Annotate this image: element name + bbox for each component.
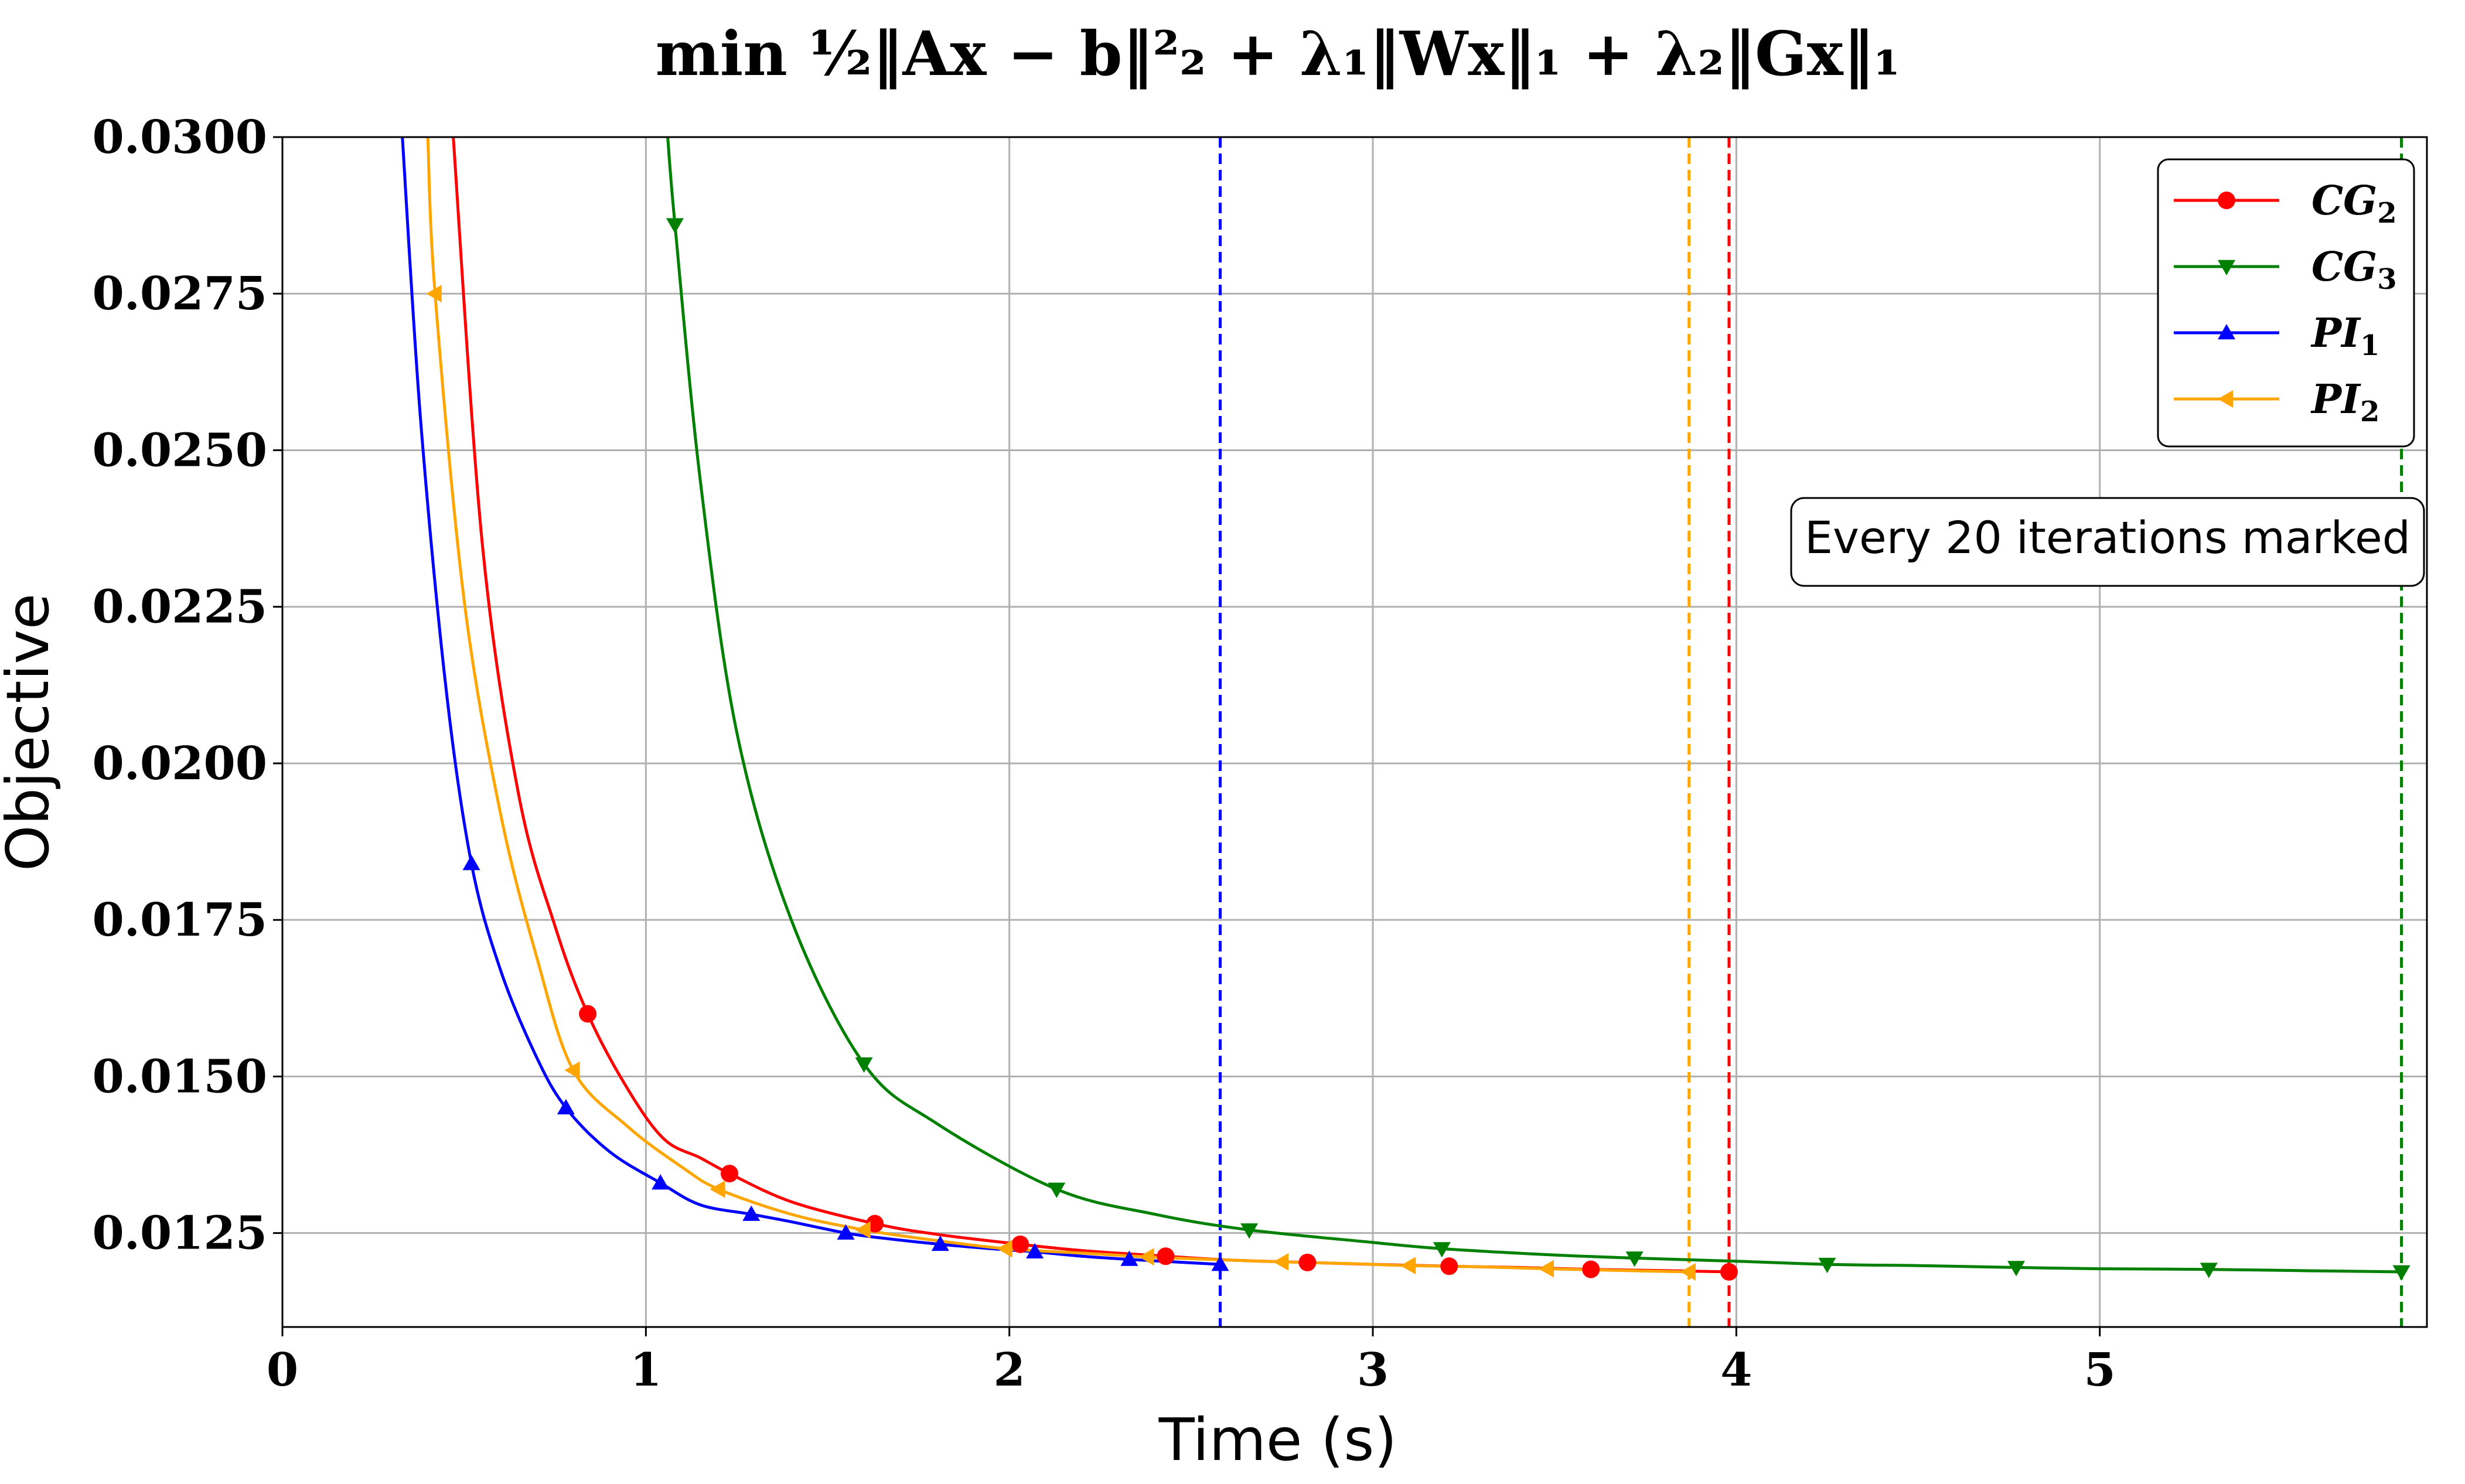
data-point-pi1: [931, 1235, 949, 1251]
x-tick-label: 0: [267, 1343, 298, 1397]
data-point-pi1: [462, 854, 480, 871]
x-tick-label: 5: [2084, 1343, 2116, 1397]
y-tick-label: 0.0300: [92, 111, 267, 164]
data-point-cg3: [855, 1057, 873, 1073]
y-tick-label: 0.0150: [92, 1050, 267, 1103]
data-point-cg2: [1011, 1235, 1029, 1253]
legend-entry-label: PI2: [2310, 376, 2379, 428]
chart-title: min ½‖Ax − b‖²₂ + λ₁‖Wx‖₁ + λ₂‖Gx‖₁: [656, 18, 1901, 90]
data-point-pi1: [1120, 1250, 1138, 1266]
x-axis-label: Time (s): [1158, 1405, 1397, 1474]
data-point-pi1: [742, 1205, 761, 1221]
data-point-pi2: [1680, 1263, 1696, 1281]
data-point-pi2: [855, 1221, 871, 1239]
data-point-pi1: [1211, 1256, 1229, 1271]
series-line-pi2: [426, 137, 1689, 1274]
y-tick-label: 0.0175: [92, 893, 267, 947]
y-tick-label: 0.0225: [92, 581, 267, 634]
y-axis-label: Objective: [0, 593, 62, 871]
series-line-cg2: [452, 137, 1729, 1274]
y-tick-label: 0.0125: [92, 1207, 267, 1260]
legend-marker: [2218, 260, 2235, 275]
legend-marker: [2218, 390, 2234, 408]
data-point-pi2: [1273, 1253, 1289, 1271]
data-point-cg2: [1582, 1260, 1600, 1278]
data-point-cg2: [579, 1005, 597, 1023]
x-axis-ticks: 0 1 2 3 4 5: [267, 1327, 2116, 1397]
x-tick-label: 3: [1357, 1343, 1389, 1397]
data-point-pi2: [710, 1180, 725, 1198]
data-point-cg2: [1157, 1247, 1175, 1265]
end-time-lines: [1218, 137, 2403, 1327]
annotation-box: Every 20 iterations marked: [1790, 497, 2425, 587]
legend-entry-label: CG3: [2311, 244, 2397, 296]
data-point-cg3: [1048, 1182, 1066, 1198]
data-point-cg3: [2200, 1263, 2218, 1278]
legend-entry-label: PI1: [2310, 310, 2379, 362]
legend: CG2 CG3 PI1 PI2: [2157, 158, 2415, 448]
data-point-pi2: [1538, 1260, 1554, 1278]
series-line-pi1: [401, 137, 1220, 1266]
y-axis-ticks: 0.0125 0.0150 0.0175 0.0200 0.0225 0.0250 0.02…: [92, 111, 282, 1260]
data-point-pi2: [564, 1061, 580, 1079]
data-point-cg3: [1433, 1242, 1451, 1258]
x-tick-label: 4: [1720, 1343, 1752, 1397]
data-point-pi1: [837, 1224, 855, 1240]
data-point-cg2: [1298, 1253, 1317, 1271]
data-point-cg2: [721, 1165, 739, 1183]
data-point-pi1: [652, 1174, 670, 1190]
series-markers: [426, 218, 2411, 1281]
data-point-cg3: [2392, 1265, 2411, 1281]
data-point-cg3: [2007, 1261, 2026, 1277]
y-tick-label: 0.0250: [92, 424, 267, 477]
data-point-pi2: [426, 285, 442, 303]
series-group: [401, 137, 2402, 1274]
data-point-pi1: [1026, 1243, 1044, 1258]
legend-marker: [2218, 324, 2235, 340]
y-tick-label: 0.0275: [92, 267, 267, 320]
legend-box: [2157, 158, 2415, 448]
x-tick-label: 1: [630, 1343, 662, 1397]
series-line-cg3: [666, 137, 2402, 1274]
data-point-pi1: [557, 1098, 575, 1115]
data-point-cg2: [1720, 1263, 1738, 1281]
data-point-cg3: [1625, 1251, 1644, 1267]
data-point-pi2: [1138, 1248, 1154, 1266]
legend-entry-label: CG2: [2311, 178, 2397, 230]
legend-marker: [2218, 192, 2235, 209]
plot-frame: [281, 136, 2428, 1328]
data-point-cg3: [1240, 1223, 1259, 1239]
x-tick-label: 2: [994, 1343, 1025, 1397]
data-point-cg3: [666, 218, 684, 234]
data-point-cg3: [1818, 1257, 1836, 1274]
data-point-cg2: [1440, 1257, 1458, 1275]
y-tick-label: 0.0200: [92, 737, 267, 790]
annotation-text: Every 20 iterations marked: [1805, 511, 2411, 564]
data-point-pi2: [997, 1240, 1012, 1258]
data-point-pi2: [1400, 1257, 1416, 1275]
